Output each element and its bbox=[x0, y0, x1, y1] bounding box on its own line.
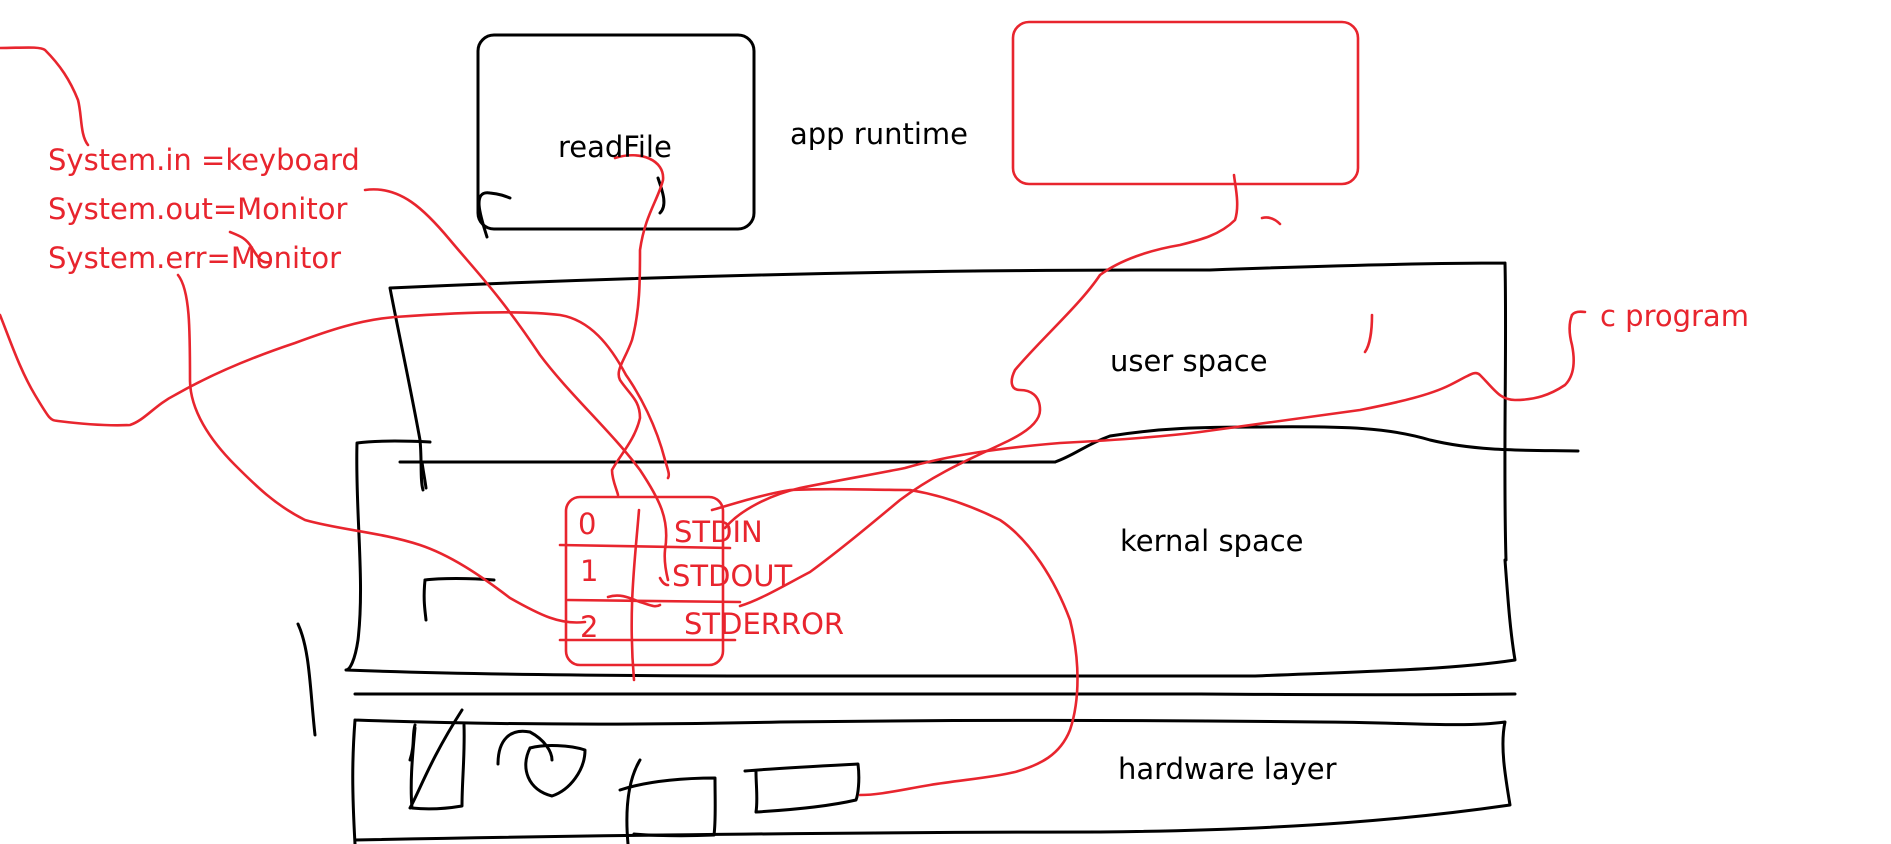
stdin-to-c-program-line bbox=[723, 313, 1576, 530]
fd-table-row-divider-2 bbox=[566, 598, 742, 604]
read-file-label: readFile bbox=[558, 130, 672, 164]
user-space-box bbox=[388, 261, 1508, 562]
kernel-space-box bbox=[344, 439, 1517, 678]
hardware-component-2 bbox=[496, 729, 554, 766]
user-kernel-divider-right bbox=[1053, 425, 1580, 464]
kernel-hardware-separator bbox=[353, 692, 1517, 697]
fd-2-label: 2 bbox=[580, 610, 599, 644]
hardware-component-5 bbox=[743, 762, 861, 814]
fd-table-row-divider-1 bbox=[558, 543, 732, 550]
stderror-label: STDERROR bbox=[684, 607, 845, 641]
fd-row-squiggle bbox=[606, 594, 662, 608]
app-runtime-label: app runtime bbox=[790, 117, 969, 151]
read-file-box-hook bbox=[477, 191, 512, 239]
corner-swoop-line bbox=[0, 46, 90, 147]
hardware-layer-label: hardware layer bbox=[1118, 752, 1337, 786]
stderror-to-hardware-line bbox=[710, 487, 1079, 797]
fd-0-label: 0 bbox=[578, 507, 597, 541]
system-in-to-stdin-line bbox=[363, 188, 670, 582]
hardware-component-3 bbox=[524, 744, 587, 798]
kernel-doodle bbox=[422, 577, 496, 622]
stdout-to-app-runtime-line bbox=[738, 173, 1239, 608]
app-runtime-box bbox=[1011, 20, 1360, 186]
read-file-box-hook-right bbox=[656, 176, 666, 215]
fd-table-column-divider bbox=[630, 508, 641, 682]
left-vertical-tick bbox=[296, 622, 317, 737]
system-out-squiggle bbox=[228, 230, 272, 264]
fd-1-label: 1 bbox=[580, 554, 599, 588]
app-runtime-tail bbox=[1260, 216, 1282, 226]
hardware-component-4 bbox=[618, 758, 717, 844]
system-err-to-fd2-line bbox=[176, 273, 587, 624]
hardware-layer-box bbox=[351, 718, 1512, 844]
system-err-label: System.err=Monitor bbox=[48, 241, 342, 275]
system-in-label: System.in =keyboard bbox=[48, 143, 360, 177]
user-space-tick bbox=[1363, 313, 1374, 354]
kernel-left-tick bbox=[420, 460, 428, 490]
kernal-space-label: kernal space bbox=[1120, 524, 1304, 558]
stdin-label: STDIN bbox=[674, 515, 763, 549]
system-out-label: System.out=Monitor bbox=[48, 192, 348, 226]
stdout-label: STDOUT bbox=[672, 559, 793, 593]
c-program-label: c program bbox=[1600, 299, 1749, 333]
hardware-component-1 bbox=[408, 708, 466, 811]
read-file-box bbox=[476, 33, 756, 231]
c-program-bracket bbox=[1570, 310, 1587, 317]
hardware-component-6 bbox=[408, 723, 417, 762]
system-out-loop-line bbox=[0, 311, 671, 480]
fd-table-box bbox=[564, 495, 725, 667]
read-file-to-fd-line bbox=[610, 153, 665, 497]
stdout-tick bbox=[658, 576, 670, 587]
user-space-label: user space bbox=[1110, 344, 1268, 378]
